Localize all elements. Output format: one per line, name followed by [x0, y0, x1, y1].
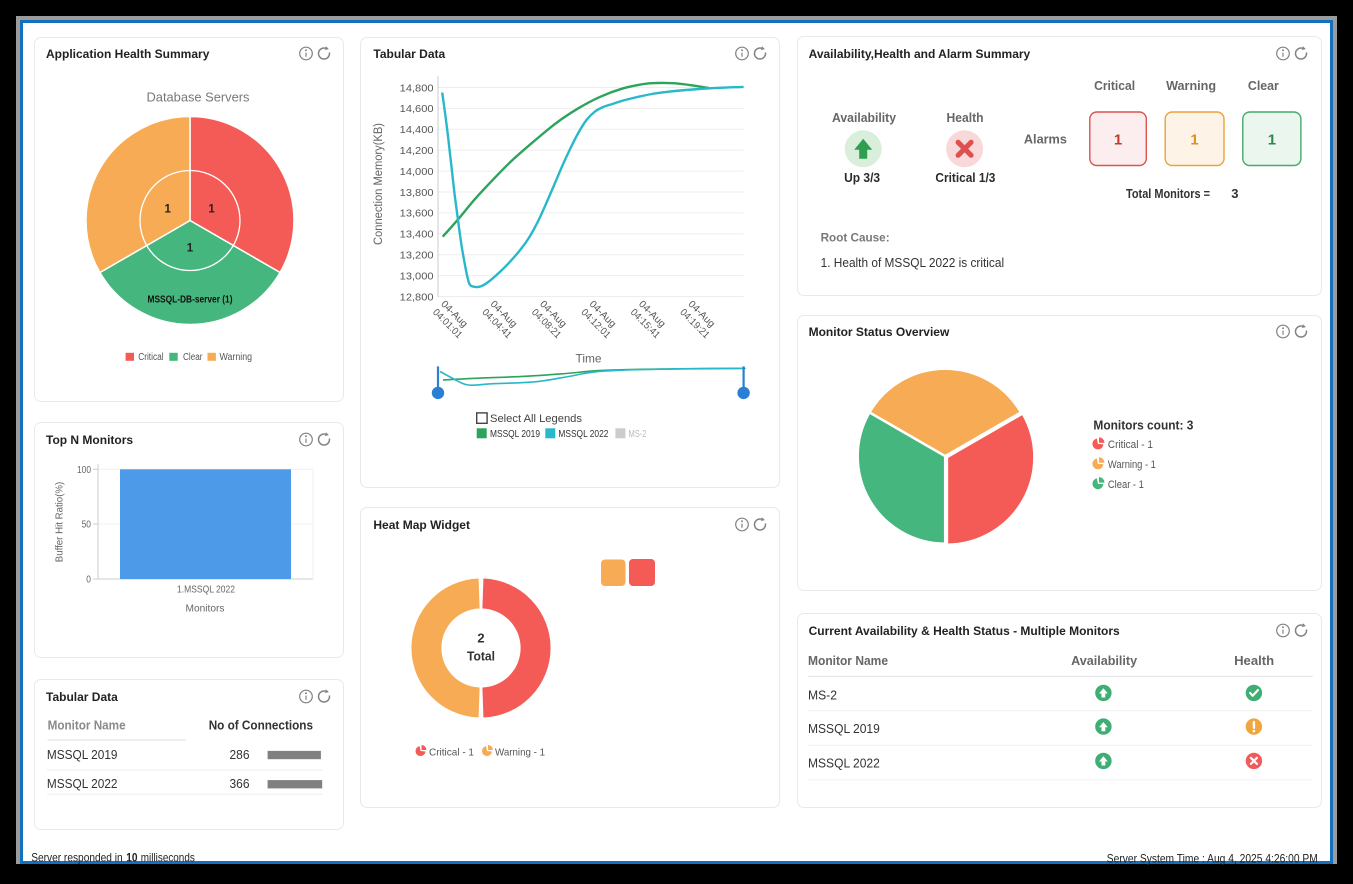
svg-text:1: 1 — [187, 242, 194, 254]
svg-text:14,800: 14,800 — [400, 82, 434, 94]
svg-text:MS-2: MS-2 — [629, 427, 647, 439]
svg-text:Monitor Name: Monitor Name — [808, 654, 888, 668]
svg-text:0: 0 — [86, 575, 91, 586]
svg-text:Critical - 1: Critical - 1 — [429, 746, 474, 758]
svg-text:Clear - 1: Clear - 1 — [1107, 478, 1143, 490]
svg-text:Clear: Clear — [183, 352, 203, 363]
svg-text:14,600: 14,600 — [400, 103, 434, 115]
svg-text:Database Servers: Database Servers — [147, 89, 250, 104]
svg-text:Select All Legends: Select All Legends — [490, 412, 583, 424]
svg-text:MSSQL-DB-server (1): MSSQL-DB-server (1) — [148, 293, 233, 305]
svg-text:Monitors count: 3: Monitors count: 3 — [1093, 417, 1193, 432]
svg-text:3: 3 — [1231, 186, 1238, 201]
svg-text:Connection Memory(KB): Connection Memory(KB) — [373, 122, 385, 244]
svg-text:1: 1 — [208, 203, 215, 215]
svg-text:Critical: Critical — [138, 352, 163, 363]
svg-text:Availability: Availability — [1071, 654, 1137, 668]
svg-text:14,000: 14,000 — [400, 165, 434, 177]
svg-text:Alarms: Alarms — [1023, 131, 1066, 146]
svg-text:Availability: Availability — [832, 110, 897, 125]
svg-text:Monitor Name: Monitor Name — [48, 719, 126, 733]
svg-text:1. Health of MSSQL 2022 is cri: 1. Health of MSSQL 2022 is critical — [820, 255, 1004, 270]
svg-text:13,600: 13,600 — [400, 207, 434, 219]
svg-text:13,400: 13,400 — [400, 228, 434, 240]
svg-text:10: 10 — [126, 851, 138, 865]
svg-text:No of Connections: No of Connections — [209, 719, 313, 733]
svg-text:1: 1 — [1267, 131, 1275, 148]
svg-text:286: 286 — [230, 748, 250, 762]
svg-text:MSSQL 2019: MSSQL 2019 — [490, 427, 540, 439]
svg-text:Monitors: Monitors — [186, 603, 225, 615]
svg-text:1: 1 — [1114, 131, 1122, 148]
svg-text:Total: Total — [467, 650, 495, 664]
svg-text:Total Monitors =: Total Monitors = — [1126, 186, 1210, 201]
svg-text:MSSQL 2022: MSSQL 2022 — [558, 427, 608, 439]
svg-text:1: 1 — [164, 203, 171, 215]
svg-text:MSSQL 2022: MSSQL 2022 — [808, 756, 880, 771]
svg-text:Critical - 1: Critical - 1 — [1107, 439, 1152, 451]
svg-text:14,200: 14,200 — [400, 145, 434, 157]
svg-text:MS-2: MS-2 — [808, 688, 837, 703]
svg-text:2: 2 — [477, 631, 484, 646]
svg-text:Time: Time — [576, 351, 602, 365]
svg-text:MSSQL 2019: MSSQL 2019 — [808, 721, 880, 736]
svg-text:100: 100 — [77, 465, 91, 476]
svg-text:50: 50 — [82, 520, 92, 531]
svg-text:Up 3/3: Up 3/3 — [844, 170, 880, 185]
svg-text:Critical: Critical — [1094, 78, 1135, 93]
svg-text:Clear: Clear — [1247, 78, 1278, 93]
svg-text:1.MSSQL 2022: 1.MSSQL 2022 — [177, 584, 235, 596]
svg-text:14,400: 14,400 — [400, 124, 434, 136]
svg-text:Critical 1/3: Critical 1/3 — [935, 170, 995, 185]
svg-text:Server responded in: Server responded in — [31, 851, 123, 865]
svg-text:Warning: Warning — [1166, 78, 1216, 93]
svg-text:13,200: 13,200 — [400, 249, 434, 261]
svg-text:13,800: 13,800 — [400, 186, 434, 198]
svg-text:Warning - 1: Warning - 1 — [495, 746, 545, 758]
svg-text:Root Cause:: Root Cause: — [820, 230, 889, 244]
svg-text:12,800: 12,800 — [400, 291, 434, 303]
svg-text:1: 1 — [1190, 131, 1198, 148]
svg-text:13,000: 13,000 — [400, 270, 434, 282]
svg-text:Health: Health — [946, 110, 983, 125]
svg-text:Health: Health — [1234, 654, 1274, 668]
svg-text:Server System Time : Aug 4, 20: Server System Time : Aug 4, 2025 4:26:00… — [1107, 852, 1318, 866]
svg-text:Buffer Hit Ratio(%): Buffer Hit Ratio(%) — [54, 482, 66, 563]
svg-text:Warning - 1: Warning - 1 — [1107, 459, 1155, 471]
svg-text:MSSQL 2022: MSSQL 2022 — [47, 777, 118, 791]
svg-text:milliseconds: milliseconds — [141, 851, 195, 865]
svg-text:MSSQL 2019: MSSQL 2019 — [47, 748, 118, 762]
svg-text:Warning: Warning — [220, 352, 253, 363]
svg-text:366: 366 — [230, 777, 250, 791]
